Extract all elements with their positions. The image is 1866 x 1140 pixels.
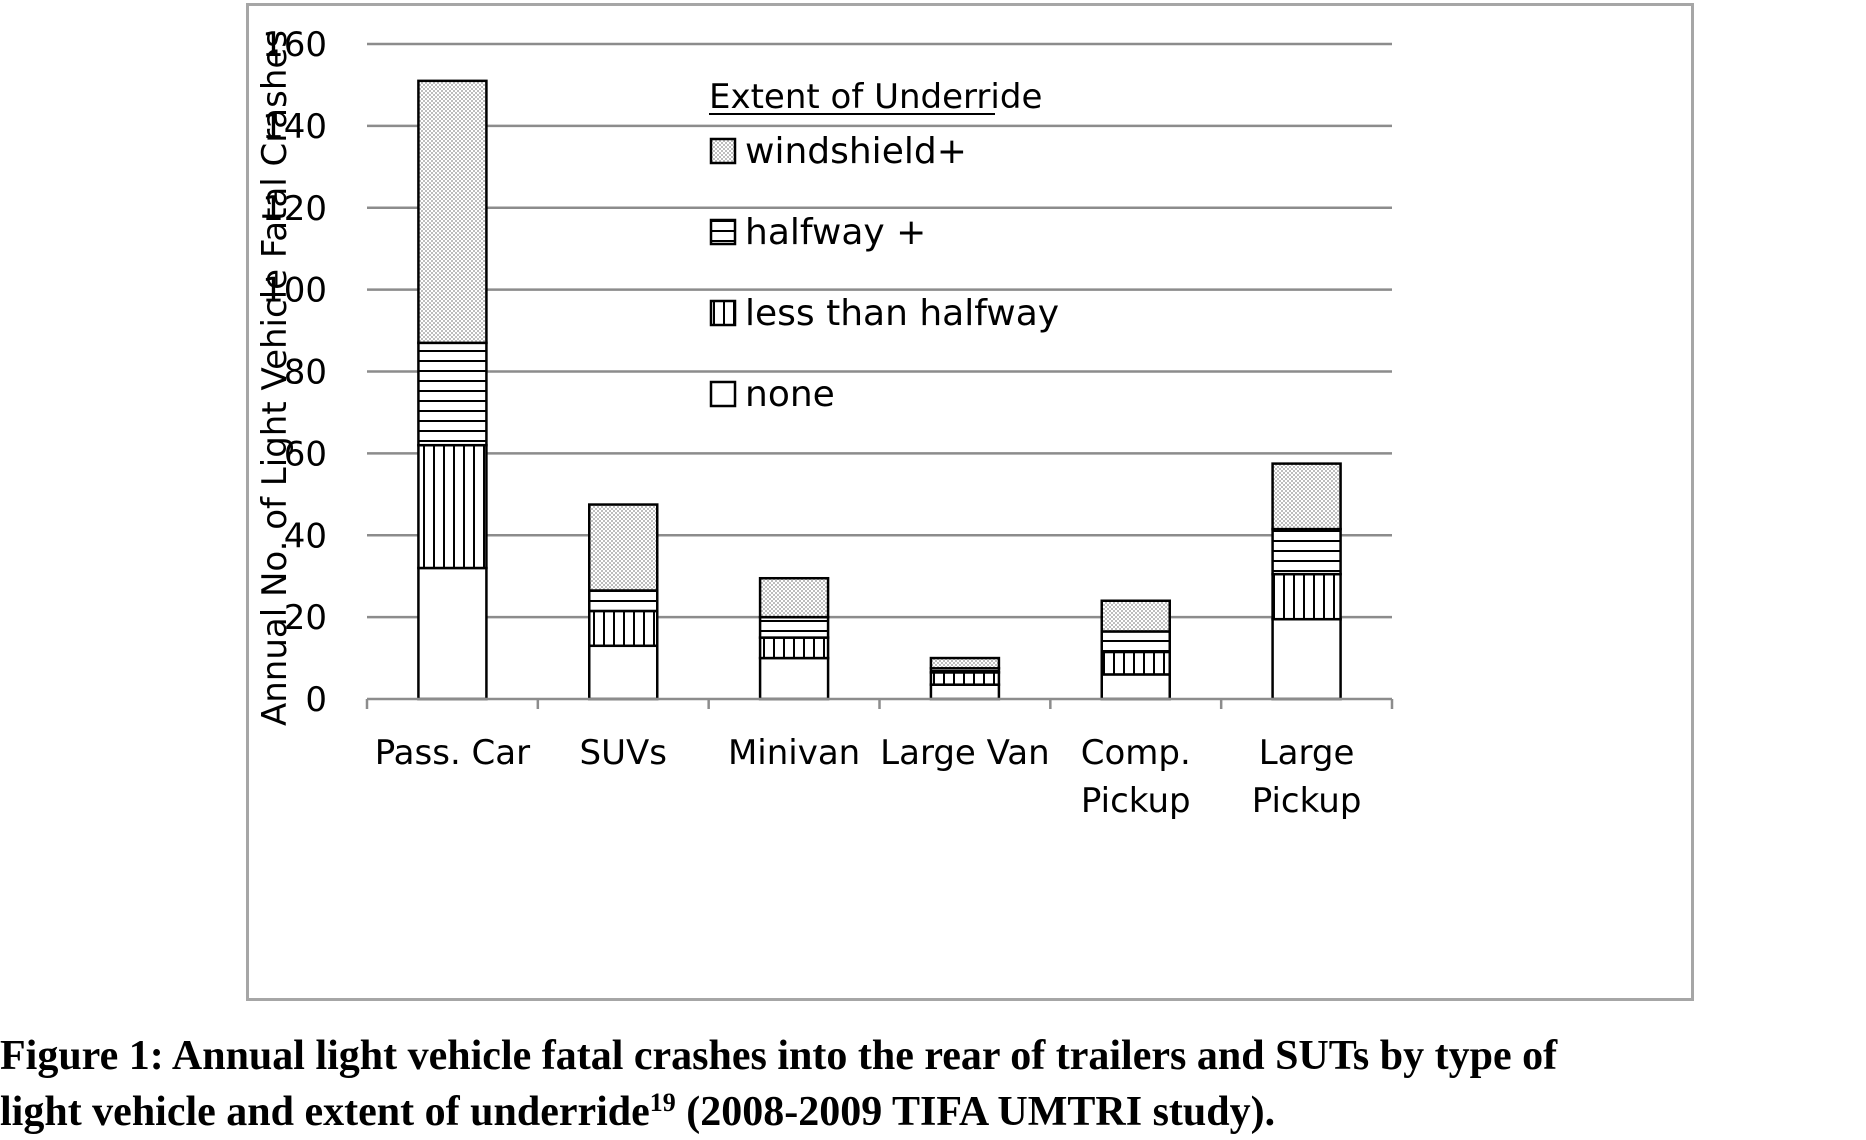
legend-swatch	[709, 137, 737, 165]
y-tick-label: 0	[305, 680, 327, 720]
x-category-label: Pickup	[1081, 781, 1191, 821]
bar-segment	[417, 341, 488, 447]
y-tick-label: 140	[262, 107, 327, 147]
axis-labels: 0 20 40 60 80 100 120 140 160 Pass. Car SUVs Miniva…	[262, 25, 1361, 821]
bar-segment	[929, 656, 1001, 670]
bar-segment	[758, 576, 830, 619]
bar-segment	[588, 589, 659, 613]
bar-segment	[1271, 527, 1342, 576]
bar-segment	[758, 656, 830, 701]
legend: Extent of Underride windshield+ halfway +…	[709, 77, 1059, 415]
y-tick-label: 80	[284, 353, 327, 393]
caption-line-2-start: light vehicle and extent of underride	[0, 1089, 650, 1135]
legend-title: Extent of Underride	[709, 77, 1042, 117]
bar-segment	[417, 79, 488, 345]
caption-line-2: light vehicle and extent of underride19 …	[0, 1084, 1866, 1140]
bar-segment	[417, 566, 488, 701]
bar-segment	[417, 443, 488, 570]
y-axis-title: Annual No. of Light Vehicle Fatal Crashe…	[255, 30, 295, 726]
legend-entry-label: less than halfway	[745, 293, 1059, 334]
grid-lines	[367, 42, 1392, 619]
x-category-label: Large	[1259, 733, 1355, 773]
bar-segment	[929, 671, 1001, 686]
bar-segment	[758, 615, 830, 639]
legend-swatch	[709, 299, 737, 327]
legend-entry-label: halfway +	[745, 212, 926, 253]
bar-segment	[1100, 599, 1171, 633]
caption-superscript: 19	[649, 1088, 676, 1117]
x-category-label: SUVs	[580, 733, 667, 773]
x-category-label: Pass. Car	[375, 733, 530, 773]
bar-segment	[588, 644, 659, 701]
bar-segment	[1100, 650, 1171, 676]
bars	[417, 79, 1342, 701]
y-tick-label: 60	[284, 434, 327, 474]
bar-segment	[1271, 462, 1342, 531]
y-tick-label: 40	[284, 516, 327, 556]
bar-segment	[1100, 673, 1171, 701]
y-tick-label: 20	[284, 598, 327, 638]
figure-caption: Figure 1: Annual light vehicle fatal cra…	[0, 1028, 1866, 1140]
chart-svg: 0 20 40 60 80 100 120 140 160 Pass. Car SUVs Miniva…	[255, 25, 1394, 821]
x-category-label: Pickup	[1252, 781, 1362, 821]
bar-segment	[1271, 572, 1342, 621]
legend-swatch	[709, 380, 737, 408]
x-axis	[365, 697, 1394, 709]
caption-line-1: Figure 1: Annual light vehicle fatal cra…	[0, 1033, 1558, 1079]
chart-frame: 0 20 40 60 80 100 120 140 160 Pass. Car SUVs Miniva…	[246, 3, 1694, 1001]
x-category-label: Comp.	[1081, 733, 1191, 773]
x-category-label: Minivan	[728, 733, 860, 773]
bar-segment	[1100, 630, 1171, 654]
legend-swatch	[709, 218, 737, 246]
legend-entry-label: none	[745, 374, 835, 415]
bar-segment	[588, 503, 659, 592]
legend-entry-label: windshield+	[745, 131, 967, 172]
bar-segment	[929, 683, 1001, 701]
bar-segment	[588, 609, 659, 648]
y-tick-label: 160	[262, 25, 327, 65]
caption-line-2-end: (2008-2009 TIFA UMTRI study).	[675, 1089, 1276, 1135]
bar-segment	[1271, 617, 1342, 701]
x-category-label: Large Van	[880, 733, 1049, 773]
y-tick-label: 100	[262, 271, 327, 311]
y-tick-label: 120	[262, 189, 327, 229]
bar-segment	[758, 636, 830, 660]
